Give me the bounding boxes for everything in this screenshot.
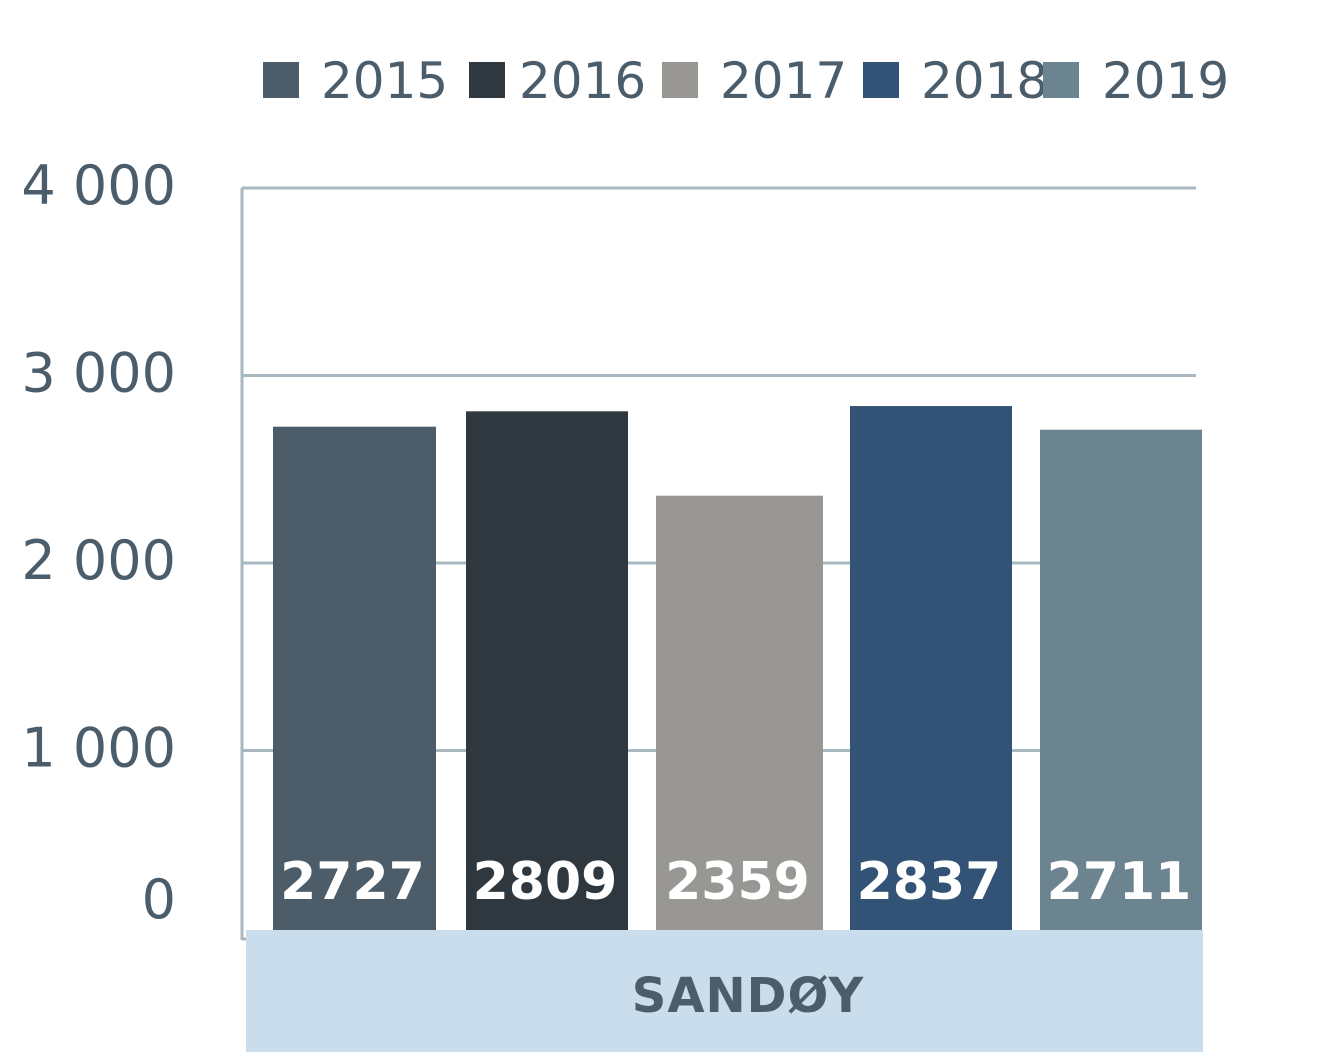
legend-swatch-2018 [863, 62, 899, 98]
legend-swatch-2016 [469, 62, 505, 98]
category-band-bg [246, 930, 1203, 1052]
bar-2017 [656, 495, 823, 930]
bar-value-label-2017: 2359 [665, 852, 810, 912]
legend-label-2016: 2016 [519, 52, 646, 110]
bar-2019 [1040, 429, 1202, 930]
category-band: SANDØY [246, 930, 1203, 1052]
bar-value-label-2019: 2711 [1047, 852, 1192, 912]
y-tick-label: 0 [142, 868, 176, 931]
y-tick-label: 1 000 [21, 717, 176, 780]
bar-2016 [466, 411, 628, 930]
legend-label-2018: 2018 [921, 52, 1048, 110]
bar-value-label-2015: 2727 [280, 852, 425, 912]
bar-value-label-2018: 2837 [857, 852, 1002, 912]
y-tick-label: 2 000 [21, 529, 176, 592]
legend-label-2019: 2019 [1102, 52, 1229, 110]
legend: 2015 2016 2017 2018 2019 [263, 52, 1229, 110]
category-label: SANDØY [632, 968, 865, 1024]
legend-label-2015: 2015 [321, 52, 448, 110]
y-tick-label: 3 000 [21, 342, 176, 405]
y-tick-label: 4 000 [21, 154, 176, 217]
bar-value-label-2016: 2809 [473, 852, 618, 912]
bar-2015 [273, 426, 436, 930]
bar-2018 [850, 406, 1012, 930]
y-axis: 0 1 000 2 000 3 000 4 000 [21, 154, 250, 941]
legend-swatch-2017 [662, 62, 698, 98]
legend-label-2017: 2017 [720, 52, 847, 110]
bars [273, 406, 1202, 930]
value-labels: 2727 2809 2359 2837 2711 [280, 852, 1191, 912]
legend-swatch-2015 [263, 62, 299, 98]
legend-swatch-2019 [1043, 62, 1079, 98]
